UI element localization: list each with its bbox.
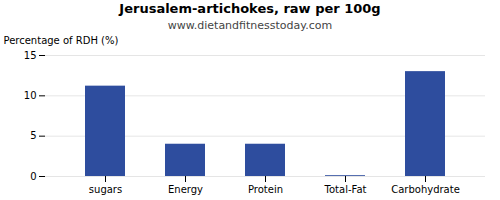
svg-text:Total-Fat: Total-Fat [324, 184, 367, 195]
html-text:Jerusalem-artichokes, raw per: Jerusalem-artichokes, raw per 100g [119, 1, 381, 16]
svg-text:10: 10 [24, 90, 37, 101]
svg-text:Carbohydrate: Carbohydrate [391, 184, 460, 195]
svg-text:Energy: Energy [168, 184, 203, 195]
svg-text:15: 15 [24, 50, 37, 61]
svg-text:Percentage of RDH (%): Percentage of RDH (%) [4, 35, 119, 46]
svg-text:0: 0 [30, 171, 36, 182]
svg-text:5: 5 [30, 130, 36, 141]
html-text:www.dietandfitnesstoday.com: www.dietandfitnesstoday.com [167, 19, 333, 32]
svg-text:Protein: Protein [248, 184, 283, 195]
svg-text:sugars: sugars [89, 184, 122, 195]
